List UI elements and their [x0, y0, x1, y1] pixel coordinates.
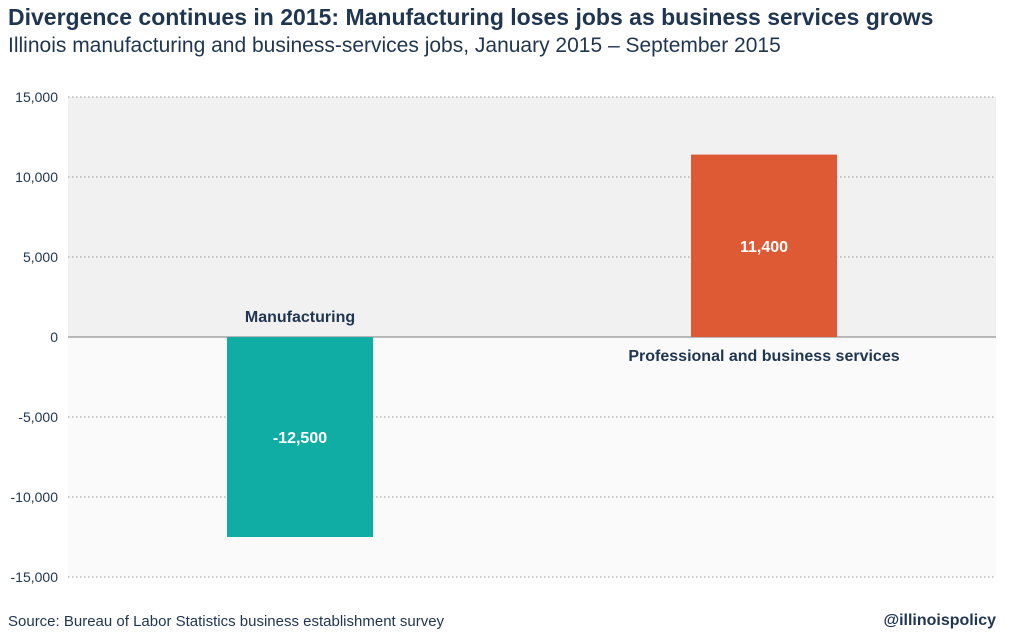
chart-title: Divergence continues in 2015: Manufactur… [8, 4, 934, 30]
bar-chart: 15,000 10,000 5,000 0 -5,000 -10,000 -15,000 -1… [11, 89, 996, 585]
social-handle: @illinoispolicy [883, 612, 996, 629]
data-label: 11,400 [740, 239, 788, 256]
bar-business-services [691, 154, 837, 337]
positive-band [68, 97, 996, 337]
y-tick-label: -10,000 [11, 489, 59, 505]
category-label: Manufacturing [245, 309, 355, 326]
y-tick-label: 0 [50, 329, 58, 345]
chart-subtitle: Illinois manufacturing and business-serv… [8, 34, 781, 57]
y-tick-label: -5,000 [18, 409, 58, 425]
y-tick-label: 10,000 [15, 169, 58, 185]
bar-manufacturing [227, 337, 373, 537]
y-tick-label: 15,000 [15, 89, 58, 105]
y-tick-label: -15,000 [11, 569, 59, 585]
negative-band [68, 337, 996, 577]
category-label: Professional and business services [628, 348, 899, 365]
data-label: -12,500 [273, 430, 327, 447]
source-note: Source: Bureau of Labor Statistics busin… [8, 613, 445, 630]
y-tick-label: 5,000 [23, 249, 58, 265]
